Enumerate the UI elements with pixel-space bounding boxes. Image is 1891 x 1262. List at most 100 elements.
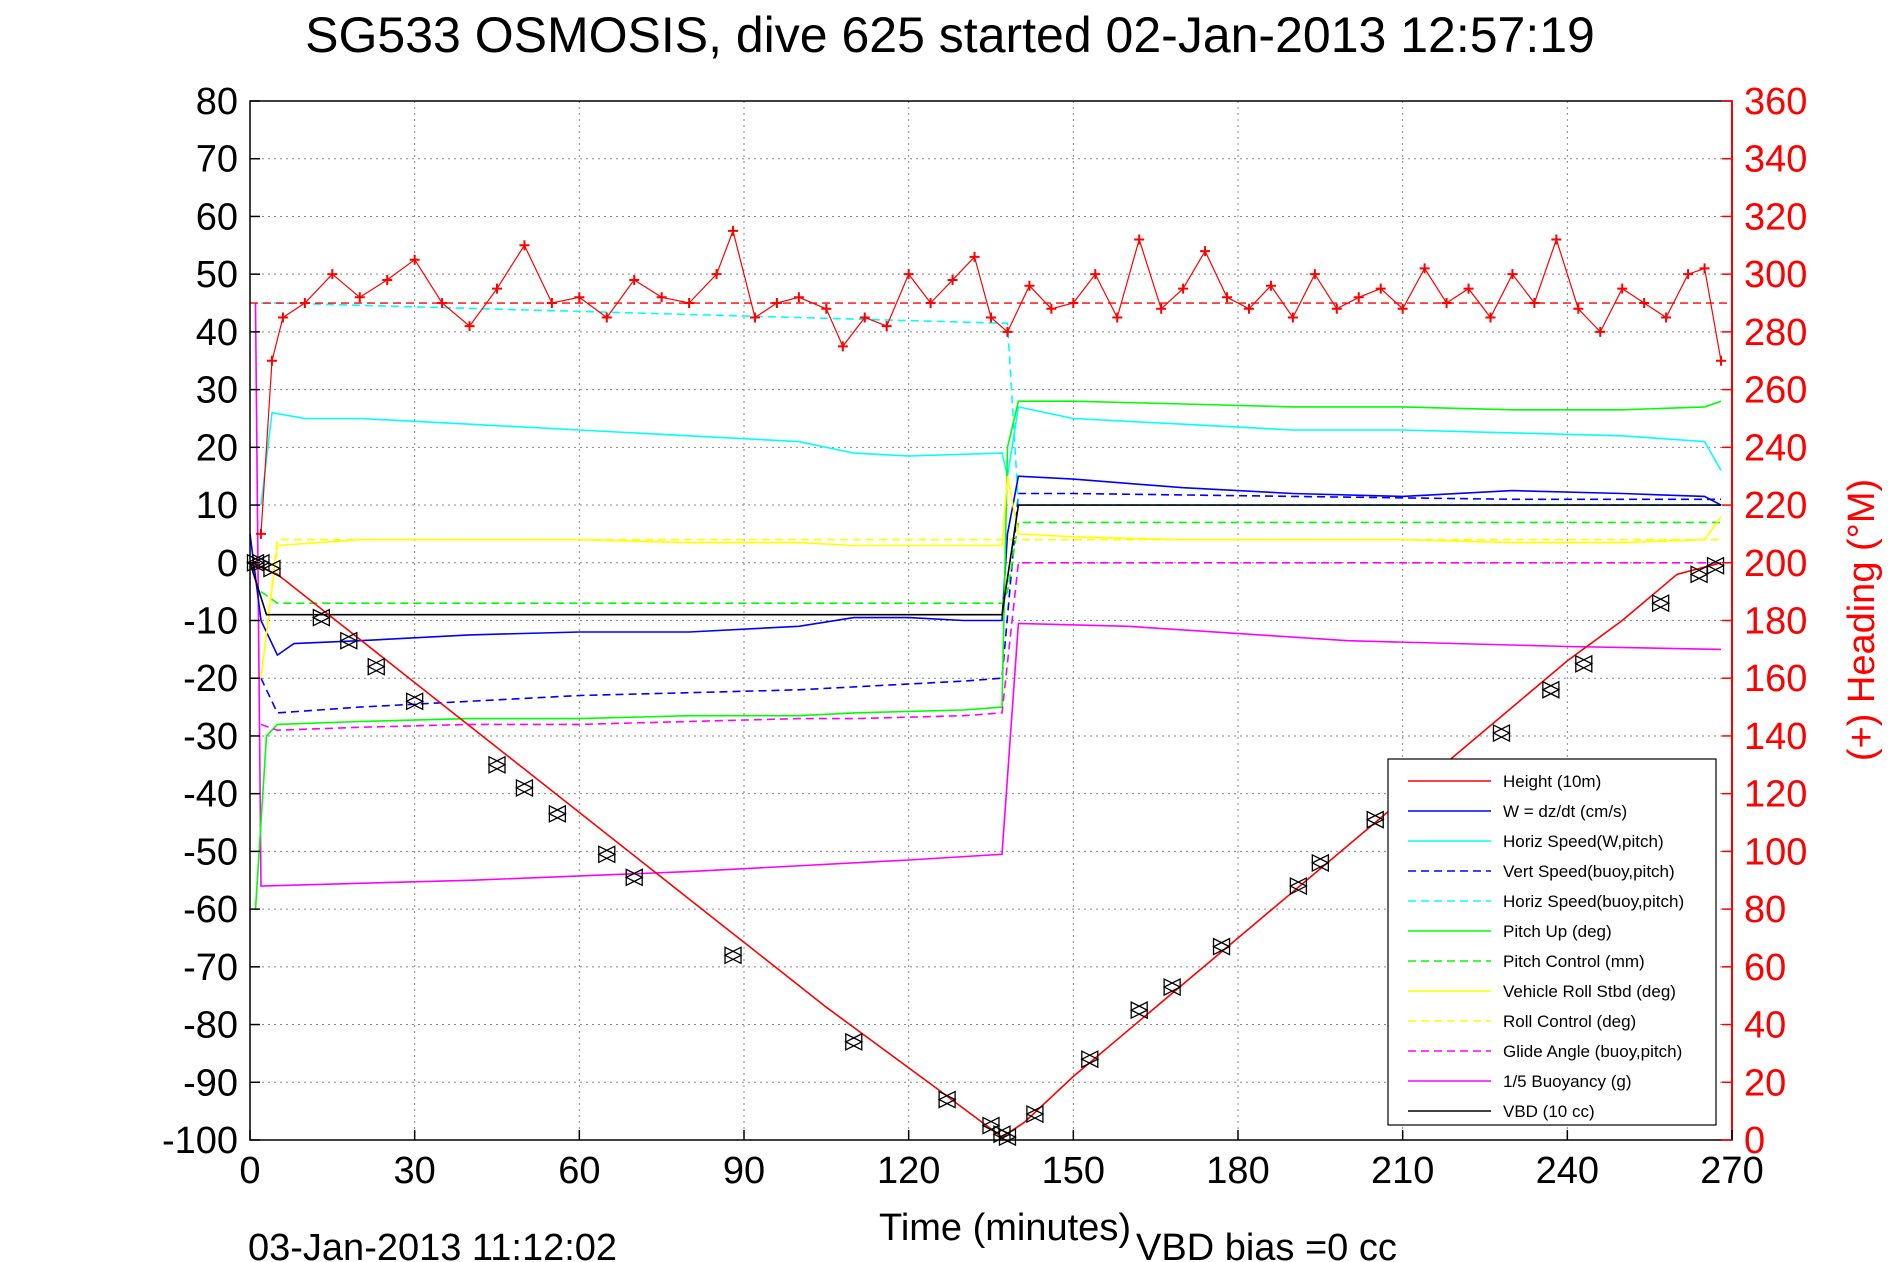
heading-point — [728, 225, 739, 236]
right-axis-label: (+) Heading (°M) — [1841, 479, 1883, 761]
y2-tick-label: 80 — [1744, 889, 1786, 931]
heading-trace — [260, 228, 1722, 534]
y2-tick-label: 40 — [1744, 1005, 1786, 1047]
heading-point — [1353, 292, 1364, 303]
x-axis-ticks: 0 30 60 90 120 150 180 210 240 270 — [239, 1130, 1764, 1192]
y2-tick-label: 340 — [1744, 139, 1807, 181]
x-axis-label: Time (minutes) — [879, 1207, 1131, 1249]
heading-point — [1463, 283, 1474, 294]
heading-point — [1002, 326, 1013, 337]
x-tick-label: 120 — [877, 1150, 940, 1192]
heading-point — [266, 355, 277, 366]
y-tick-label: -70 — [183, 947, 238, 989]
y2-tick-label: 20 — [1744, 1062, 1786, 1104]
dive-marker — [514, 778, 534, 797]
dive-marker — [597, 845, 617, 864]
heading-point — [1595, 326, 1606, 337]
legend-label: Roll Control (deg) — [1503, 1012, 1636, 1031]
dive-marker — [1310, 853, 1330, 872]
y-tick-label: -60 — [183, 889, 238, 931]
y2-tick-label: 180 — [1744, 601, 1807, 643]
heading-point — [1441, 298, 1452, 309]
y-tick-label: -50 — [183, 831, 238, 873]
y-tick-label: -20 — [183, 658, 238, 700]
heading-point — [1024, 280, 1035, 291]
y2-tick-label: 280 — [1744, 312, 1807, 354]
heading-point — [1046, 303, 1057, 314]
y2-tick-label: 100 — [1744, 831, 1807, 873]
legend-label: Pitch Control (mm) — [1503, 952, 1645, 971]
heading-point — [629, 274, 640, 285]
heading-point — [574, 292, 585, 303]
dive-marker — [547, 804, 567, 823]
heading-point — [519, 240, 530, 251]
y2-tick-label: 0 — [1744, 1120, 1765, 1162]
right-axis-ticks: 3603403203002802602402202001801601401201… — [1722, 81, 1807, 1162]
y-tick-label: 0 — [217, 543, 238, 585]
x-tick-label: 0 — [239, 1150, 260, 1192]
heading-point — [1112, 312, 1123, 323]
heading-point — [925, 298, 936, 309]
series-line-w-dz-dt-cm-s — [249, 475, 1722, 657]
heading-point — [1090, 269, 1101, 280]
dive-marker — [981, 1116, 1001, 1135]
heading-point — [1683, 269, 1694, 280]
heading-point — [969, 251, 980, 262]
x-tick-label: 90 — [723, 1150, 765, 1192]
legend-label: Vehicle Roll Stbd (deg) — [1503, 982, 1676, 1001]
dive-marker — [1651, 594, 1671, 613]
heading-point — [1617, 283, 1628, 294]
y2-tick-label: 300 — [1744, 254, 1807, 296]
y-tick-label: -40 — [183, 774, 238, 816]
heading-point — [464, 321, 475, 332]
series-line-height-10m — [249, 562, 1722, 1139]
y2-tick-label: 200 — [1744, 543, 1807, 585]
dive-marker — [723, 946, 743, 965]
vbd-bias: VBD bias =0 cc — [1136, 1227, 1397, 1262]
x-tick-label: 30 — [394, 1150, 436, 1192]
series-lines — [249, 302, 1722, 1139]
heading-point — [1375, 283, 1386, 294]
heading-point — [1134, 234, 1145, 245]
dive-marker — [366, 657, 386, 676]
x-tick-label: 60 — [558, 1150, 600, 1192]
footer-timestamp: 03-Jan-2013 11:12:02 — [248, 1227, 617, 1262]
heading-point — [437, 298, 448, 309]
dive-marker — [1129, 1001, 1149, 1020]
heading-point — [601, 312, 612, 323]
heading-point — [947, 274, 958, 285]
heading-point — [771, 298, 782, 309]
series-line-horiz-speed-buoy-pitch — [261, 302, 1721, 506]
dive-marker — [1365, 810, 1385, 829]
y2-tick-label: 360 — [1744, 81, 1807, 123]
dive-marker — [311, 608, 331, 627]
heading-point — [1178, 283, 1189, 294]
series-line-roll-control-deg — [260, 538, 1721, 679]
heading-point — [299, 298, 310, 309]
dive-marker — [1541, 680, 1561, 699]
heading-point — [1551, 234, 1562, 245]
series-line-glide-angle-buoy-pitch — [260, 561, 1721, 732]
legend-label: Horiz Speed(buoy,pitch) — [1503, 892, 1684, 911]
legend-label: Height (10m) — [1503, 772, 1601, 791]
heading-point — [409, 254, 420, 265]
legend-label: Glide Angle (buoy,pitch) — [1503, 1042, 1682, 1061]
legend-box — [1387, 758, 1717, 1126]
y-tick-label: 70 — [196, 139, 238, 181]
heading-point — [492, 283, 502, 294]
dive-marker — [1706, 556, 1725, 575]
dive-marker — [1162, 977, 1182, 997]
heading-point — [656, 292, 667, 303]
heading-point — [837, 341, 848, 352]
y-tick-label: 20 — [196, 427, 238, 469]
dive-marker — [624, 868, 644, 887]
x-tick-label: 210 — [1371, 1150, 1434, 1192]
y2-tick-label: 60 — [1744, 947, 1786, 989]
legend: Height (10m) W = dz/dt (cm/s) Horiz Speed(… — [1387, 758, 1717, 1126]
heading-point — [255, 528, 266, 539]
dive-marker — [1025, 1104, 1045, 1124]
y-tick-label: 80 — [196, 81, 238, 123]
y-tick-label: -80 — [183, 1005, 238, 1047]
heading-point — [1156, 303, 1167, 314]
